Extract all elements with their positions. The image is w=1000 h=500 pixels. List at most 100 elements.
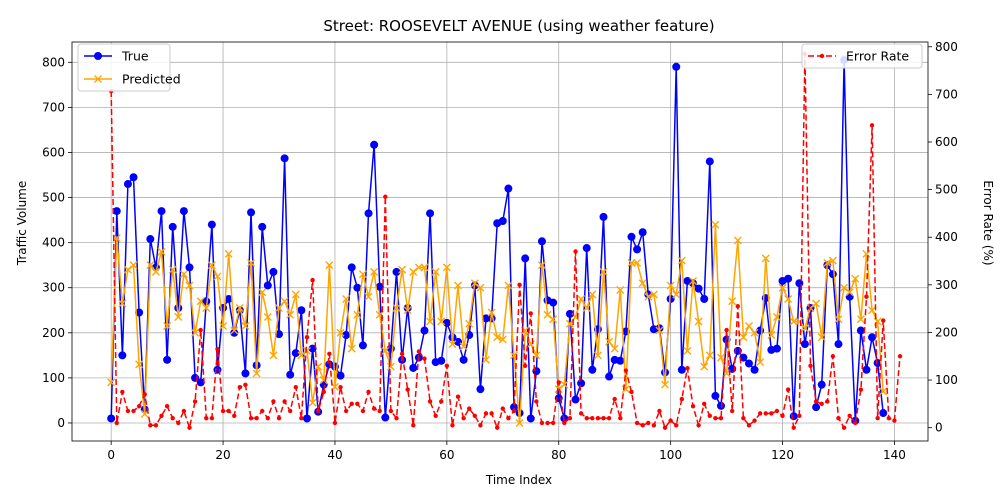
x-tick-label: 140 (883, 448, 906, 462)
predicted-point-115 (750, 328, 759, 337)
error-rate-point-28 (265, 415, 271, 421)
true-point-0 (107, 414, 116, 423)
predicted-point-134 (856, 315, 865, 324)
predicted-point-90 (610, 344, 619, 353)
error-rate-point-135 (864, 294, 869, 299)
error-rate-point-75 (528, 311, 533, 316)
true-point-22 (230, 328, 239, 337)
predicted-point-138 (879, 387, 888, 396)
predicted-point-113 (739, 333, 748, 342)
error-rate-point-38 (321, 389, 326, 395)
true-point-114 (744, 359, 753, 368)
predicted-point-58 (431, 267, 440, 276)
true-point-66 (476, 385, 485, 394)
predicted-point-61 (448, 340, 457, 349)
predicted-point-80 (554, 385, 563, 394)
true-point-83 (571, 395, 580, 404)
error-rate-point-116 (757, 411, 763, 416)
error-rate-point-79 (550, 420, 556, 426)
error-rate-point-21 (226, 408, 231, 414)
predicted-point-39 (325, 261, 334, 270)
y2-axis-title: Error Rate (%) (981, 180, 995, 265)
error-rate-point-62 (455, 394, 461, 399)
true-point-46 (364, 209, 373, 218)
predicted-point-102 (677, 256, 686, 265)
error-rate-point-118 (769, 411, 774, 416)
error-rate-point-131 (841, 425, 847, 430)
error-rate-point-117 (763, 411, 768, 416)
error-rate-point-36 (310, 277, 315, 283)
predicted-point-31 (280, 297, 289, 306)
predicted-point-112 (733, 236, 742, 245)
true-point-84 (577, 379, 586, 388)
error-rate-point-24 (243, 382, 248, 388)
error-rate-point-91 (618, 415, 623, 421)
predicted-point-67 (482, 355, 491, 364)
true-point-82 (565, 309, 574, 318)
x-axis-title: Time Index (485, 473, 552, 487)
predicted-point-12 (174, 313, 183, 322)
y2-tick-label: 800 (935, 40, 958, 54)
predicted-point-9 (157, 247, 166, 256)
predicted-point-0 (107, 378, 116, 387)
error-rate-point-39 (327, 351, 332, 357)
error-rate-point-9 (159, 413, 164, 418)
predicted-point-64 (465, 319, 474, 328)
error-rate-point-80 (556, 380, 561, 385)
error-rate-point-20 (220, 408, 226, 414)
true-point-14 (185, 263, 194, 272)
predicted-point-119 (772, 313, 781, 322)
y2-tick-label: 100 (935, 373, 958, 387)
true-point-17 (202, 297, 211, 306)
true-point-33 (291, 349, 300, 358)
predicted-point-56 (420, 263, 429, 272)
predicted-point-84 (577, 294, 586, 303)
predicted-point-99 (661, 380, 670, 389)
error-rate-point-56 (422, 356, 427, 361)
legend-label-true: True (121, 49, 149, 64)
error-rate-point-139 (886, 415, 892, 421)
x-tick-label: 120 (771, 448, 794, 462)
series-line-error-rate (110, 53, 901, 431)
error-rate-point-7 (148, 423, 153, 428)
predicted-point-46 (364, 292, 373, 301)
true-point-75 (526, 414, 535, 423)
predicted-point-6 (140, 409, 149, 418)
error-rate-point-74 (522, 363, 528, 368)
true-point-74 (521, 254, 530, 263)
error-rate-point-81 (562, 420, 567, 426)
x-tick-label: 0 (107, 448, 115, 462)
true-point-72 (509, 403, 518, 412)
predicted-point-20 (219, 322, 228, 331)
predicted-point-19 (213, 272, 222, 281)
legend-right-box (801, 43, 923, 69)
series-predicted (107, 220, 888, 427)
error-rate-point-14 (187, 425, 192, 430)
true-point-29 (269, 267, 278, 276)
y2-tick-label: 300 (935, 278, 958, 292)
true-point-48 (375, 282, 384, 291)
true-point-100 (666, 294, 675, 303)
predicted-point-11 (168, 265, 177, 274)
error-rate-point-109 (718, 415, 724, 421)
predicted-point-15 (191, 328, 200, 337)
legend-left: True Predicted (77, 43, 181, 92)
error-rate-point-47 (371, 406, 377, 411)
true-point-63 (459, 355, 468, 364)
true-point-67 (482, 314, 491, 323)
predicted-point-25 (247, 258, 256, 267)
error-rate-point-49 (383, 194, 388, 199)
plot-area-frame (71, 41, 929, 442)
series-layer (107, 51, 903, 431)
predicted-point-98 (655, 326, 664, 335)
error-rate-point-55 (416, 349, 422, 354)
error-rate-point-125 (808, 363, 813, 368)
predicted-point-4 (129, 261, 138, 270)
error-rate-point-34 (299, 415, 304, 421)
true-point-59 (437, 356, 446, 365)
predicted-point-130 (834, 315, 843, 324)
error-rate-point-40 (332, 420, 338, 426)
error-rate-point-29 (271, 399, 276, 404)
y2-tick-label: 200 (935, 325, 958, 339)
predicted-point-70 (498, 335, 507, 344)
